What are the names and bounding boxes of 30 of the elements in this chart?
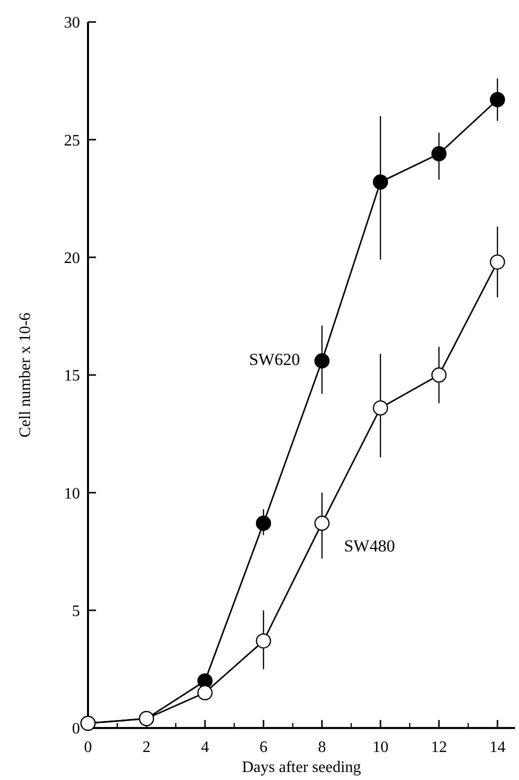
point bbox=[314, 353, 330, 368]
point bbox=[431, 146, 447, 162]
series-label: SW620 bbox=[248, 350, 300, 369]
y-tick-label: 20 bbox=[64, 250, 80, 267]
x-tick-label: 10 bbox=[372, 739, 388, 756]
series-label: SW480 bbox=[344, 536, 395, 556]
point bbox=[256, 516, 272, 531]
y-tick-label: 10 bbox=[64, 485, 80, 502]
point bbox=[431, 367, 447, 383]
point bbox=[372, 174, 388, 190]
point bbox=[256, 633, 272, 649]
x-tick-label: 8 bbox=[318, 739, 326, 756]
x-tick-label: 0 bbox=[84, 739, 92, 756]
x-tick-label: 6 bbox=[259, 739, 268, 756]
x-axis-title: Days after seeding bbox=[242, 759, 362, 776]
point bbox=[490, 92, 506, 108]
y-tick-label: 0 bbox=[72, 720, 80, 738]
point bbox=[490, 254, 506, 270]
y-tick-label: 25 bbox=[64, 132, 80, 150]
y-tick-label: 30 bbox=[64, 14, 80, 32]
x-tick-label: 2 bbox=[142, 739, 150, 756]
x-tick-label: 4 bbox=[200, 739, 209, 756]
point bbox=[197, 685, 213, 700]
y-tick-label: 15 bbox=[64, 368, 80, 385]
y-axis-title: Cell number x 10-6 bbox=[17, 312, 34, 438]
y-tick-label: 5 bbox=[72, 602, 80, 620]
point bbox=[314, 516, 330, 531]
point bbox=[372, 400, 388, 416]
x-tick-label: 12 bbox=[430, 739, 447, 756]
x-tick-label: 14 bbox=[489, 739, 506, 756]
